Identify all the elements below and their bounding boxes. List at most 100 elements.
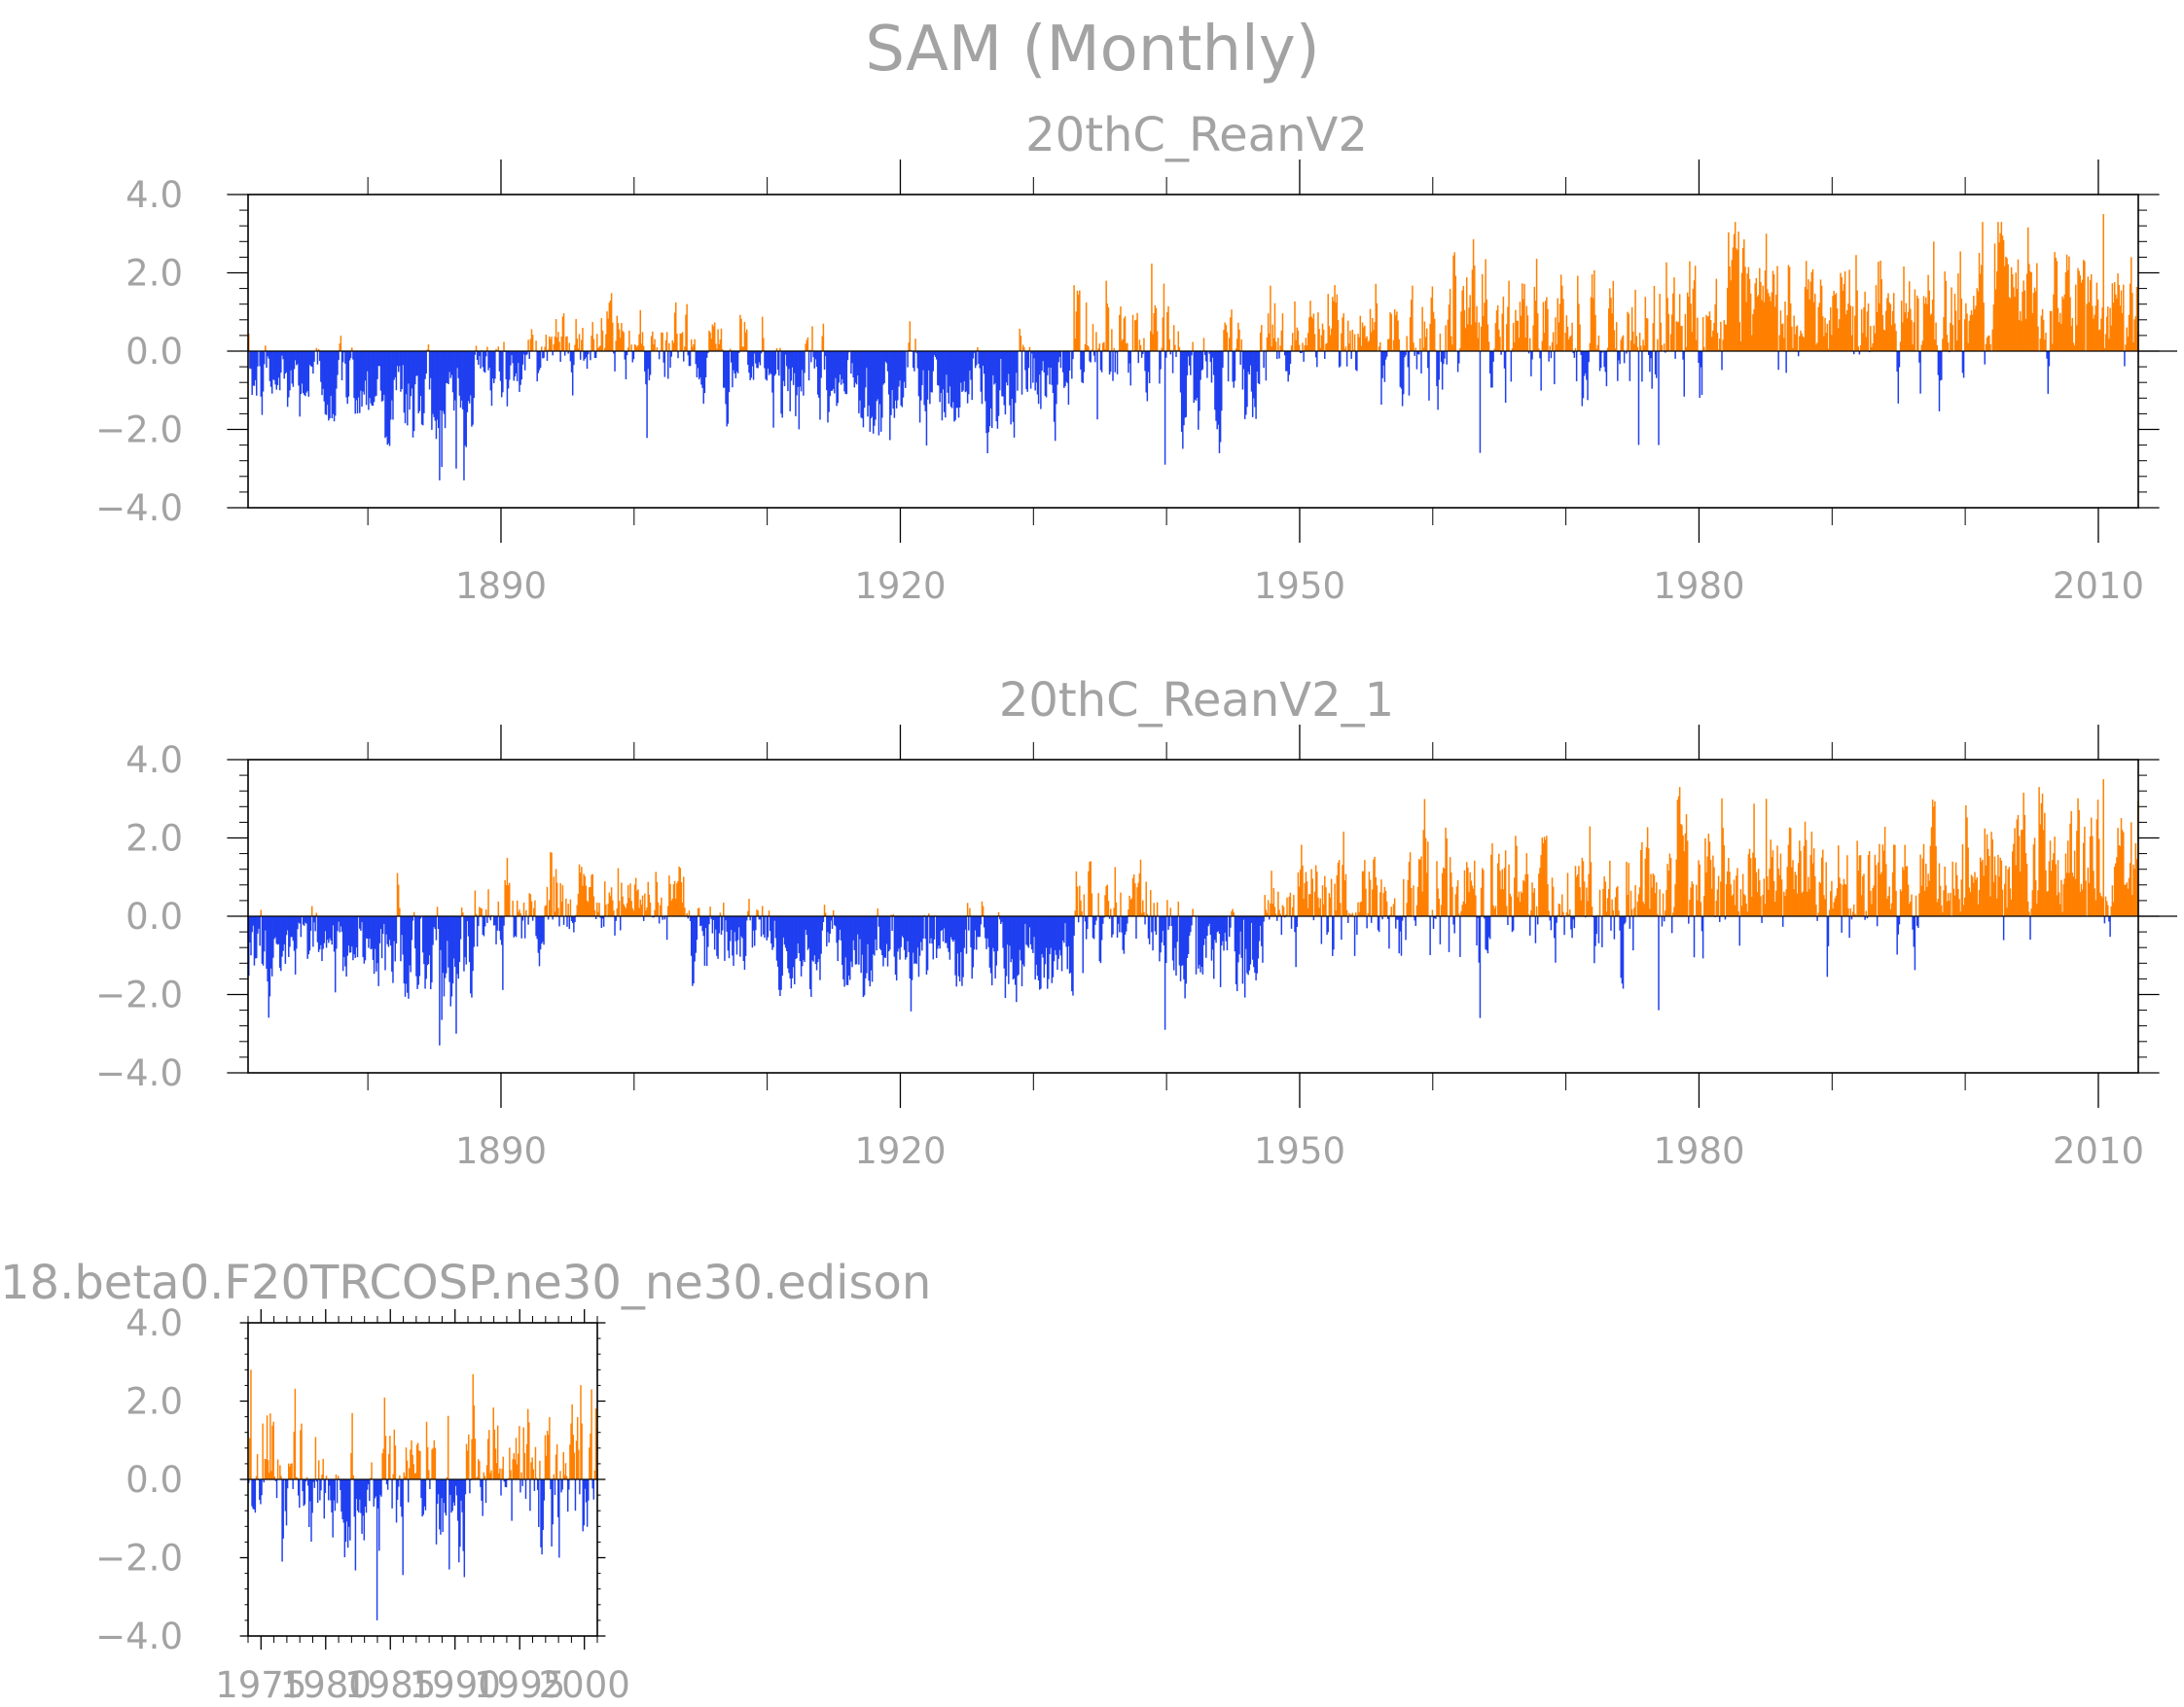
bar <box>305 351 307 393</box>
bar <box>1066 916 1068 970</box>
bar <box>305 916 307 924</box>
bar <box>845 351 848 395</box>
bar <box>2040 315 2043 351</box>
bar <box>1398 916 1400 954</box>
bar <box>1684 833 1687 916</box>
bar <box>1335 910 1337 916</box>
bar <box>1854 315 1856 351</box>
bar <box>352 351 354 360</box>
bar <box>1313 891 1316 916</box>
bar <box>1865 337 1867 351</box>
bar <box>443 1479 446 1504</box>
bar <box>1582 351 1585 399</box>
bar <box>1623 351 1626 364</box>
bar <box>854 351 857 383</box>
bar <box>830 916 833 921</box>
bar <box>1227 351 1230 382</box>
bar <box>563 351 566 356</box>
bar <box>346 1479 349 1548</box>
bar <box>1835 293 1838 351</box>
bar <box>2040 802 2043 916</box>
bar <box>443 916 446 997</box>
bar <box>699 351 701 377</box>
bar <box>1366 916 1368 929</box>
bar <box>2064 272 2067 351</box>
bar <box>826 916 828 946</box>
bar <box>270 1471 272 1479</box>
bar <box>1082 916 1084 974</box>
bar <box>1432 311 1435 351</box>
bar <box>555 869 557 916</box>
bar <box>290 351 292 371</box>
bar <box>343 916 345 957</box>
bar <box>290 1463 292 1479</box>
bar <box>1009 916 1011 946</box>
bar <box>756 351 758 369</box>
bar <box>1388 338 1390 351</box>
bar <box>1744 267 1746 351</box>
bar <box>918 916 921 956</box>
bar <box>1683 351 1685 397</box>
bar <box>687 916 690 919</box>
bar <box>578 334 581 351</box>
bar <box>759 916 762 920</box>
bar <box>794 916 796 985</box>
bar <box>943 916 946 929</box>
bar <box>1820 285 1823 351</box>
bar <box>461 1479 463 1512</box>
bar <box>875 916 877 940</box>
bar <box>1571 322 1573 351</box>
bar <box>632 910 635 916</box>
bar <box>541 916 543 944</box>
bar <box>709 907 711 916</box>
bar <box>1230 916 1232 928</box>
bar <box>1712 855 1714 916</box>
bar <box>690 916 693 956</box>
bar <box>1378 346 1380 351</box>
bar <box>1327 294 1329 351</box>
bar <box>869 351 872 432</box>
bar <box>1401 916 1404 921</box>
bar <box>905 351 907 388</box>
bar <box>1781 323 1784 351</box>
bar <box>1555 317 1557 351</box>
bar <box>404 1476 407 1479</box>
bar <box>720 916 723 935</box>
bar <box>978 351 980 365</box>
bar <box>962 916 964 978</box>
bar <box>1902 322 1904 351</box>
bar <box>834 916 836 926</box>
bar <box>420 351 423 425</box>
bar <box>1135 319 1137 351</box>
bar <box>545 335 548 351</box>
bar <box>835 351 837 378</box>
bar <box>369 1479 371 1502</box>
bar <box>1478 916 1481 963</box>
bar <box>473 1405 476 1479</box>
bar <box>1701 916 1704 959</box>
bar <box>1682 351 1684 360</box>
bar <box>1160 351 1162 370</box>
bar <box>1937 351 1940 375</box>
bar <box>493 351 495 383</box>
bar <box>1127 916 1128 924</box>
bar <box>1957 889 1959 916</box>
bar <box>863 916 866 996</box>
bar <box>414 916 416 949</box>
bar <box>1461 290 1463 351</box>
bar <box>329 351 331 419</box>
bar <box>1808 299 1810 351</box>
bar <box>1623 916 1626 925</box>
bar <box>2095 282 2098 351</box>
bar <box>1767 876 1769 916</box>
bar <box>1580 351 1582 355</box>
bar <box>2024 853 2027 916</box>
bar <box>1028 916 1031 928</box>
bar <box>440 916 442 950</box>
bar <box>1400 916 1403 956</box>
bar <box>929 916 931 943</box>
bar <box>1366 336 1368 351</box>
bar <box>976 351 978 366</box>
bar <box>431 916 433 983</box>
bar <box>324 1479 327 1494</box>
